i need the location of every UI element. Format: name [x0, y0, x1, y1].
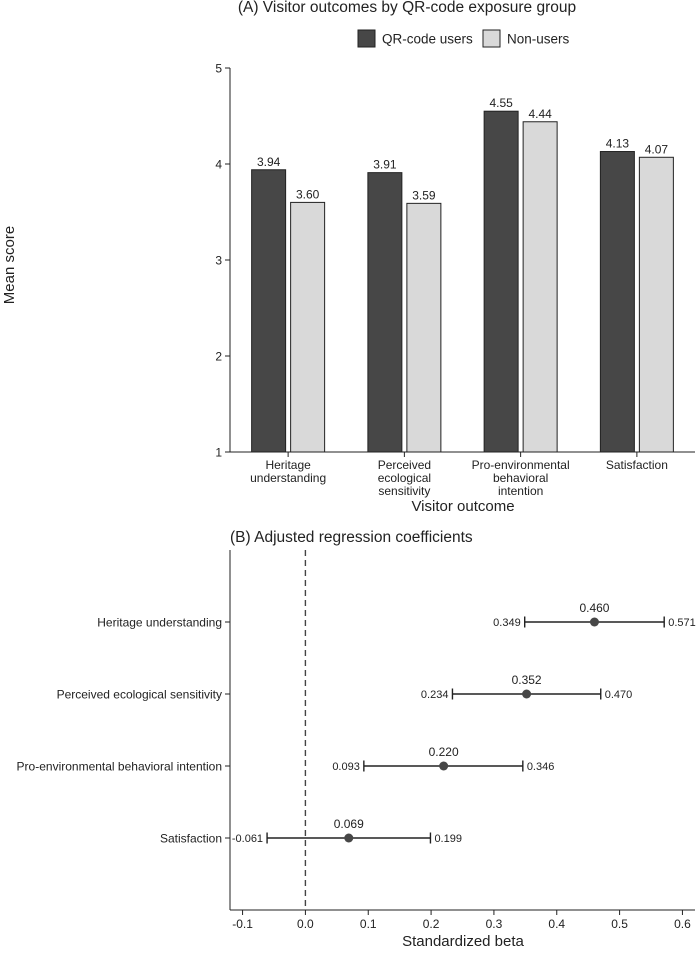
bar-value-label: 3.60 [296, 187, 320, 201]
category-label: Pro-environmental behavioral intention [472, 458, 570, 498]
bar-value-label: 4.07 [645, 142, 669, 156]
bar-qr-users [599, 151, 635, 453]
estimate-point [589, 617, 599, 627]
ci-high-label: 0.346 [527, 761, 555, 773]
panel-a-title: (A) Visitor outcomes by QR-code exposure… [238, 0, 576, 16]
panel-b: (B) Adjusted regression coefficients -0.… [17, 529, 696, 950]
coefficient-category-label: Perceived ecological sensitivity [57, 688, 222, 702]
panel-b-x-tick-label: 0.3 [486, 917, 503, 931]
panel-a: (A) Visitor outcomes by QR-code exposure… [215, 0, 695, 515]
estimate-label: 0.460 [579, 601, 609, 615]
estimate-label: 0.352 [512, 673, 542, 687]
legend-swatch-non-users [482, 29, 501, 48]
legend-swatch-qr-users [357, 29, 376, 48]
coefficient-category-label: Pro-environmental behavioral intention [17, 760, 222, 774]
bar-qr-users [251, 169, 287, 453]
panel-b-x-tick-label: 0.5 [611, 917, 628, 931]
panel-b-x-tick-label: 0.0 [297, 917, 314, 931]
bar-qr-users [483, 110, 519, 453]
panel-b-x-tick-label: -0.1 [232, 917, 253, 931]
ci-high-label: 0.571 [668, 617, 696, 629]
bar-value-label: 4.44 [528, 107, 552, 121]
panel-b-title: (B) Adjusted regression coefficients [230, 529, 473, 546]
bar-non-users [406, 202, 442, 453]
estimate-label: 0.069 [334, 817, 364, 831]
bar-value-label: 4.13 [606, 137, 630, 151]
ci-low-label: 0.349 [493, 617, 521, 629]
panel-b-x-tick-label: 0.2 [423, 917, 440, 931]
ci-high-label: 0.199 [434, 833, 462, 845]
panel-a-y-tick-label: 2 [215, 350, 222, 364]
panel-a-legend: QR-code users Non-users [357, 29, 570, 48]
bar-value-label: 3.94 [257, 155, 281, 169]
ci-low-label: 0.234 [421, 689, 449, 701]
panel-a-y-tick-label: 3 [215, 254, 222, 268]
panel-a-y-tick-label: 5 [215, 62, 222, 76]
bar-non-users [522, 121, 558, 453]
estimate-point [344, 833, 354, 843]
estimate-point [439, 761, 449, 771]
category-label: Heritage understanding [250, 458, 326, 485]
panel-a-y-ticks: 1 2 3 4 5 [215, 62, 230, 460]
estimate-point [522, 689, 532, 699]
bar-qr-users [367, 172, 403, 453]
bar-non-users [290, 201, 326, 453]
legend-label-non-users: Non-users [507, 32, 570, 47]
panel-a-x-axis-label: Visitor outcome [411, 498, 514, 515]
bar-value-label: 3.91 [373, 158, 397, 172]
panel-b-categories: Heritage understanding Perceived ecologic… [17, 616, 230, 846]
bar-value-label: 4.55 [489, 96, 513, 110]
ci-low-label: -0.061 [232, 833, 263, 845]
coefficient-category-label: Satisfaction [160, 832, 222, 846]
shared-y-axis-label: Mean score [1, 226, 18, 304]
estimate-label: 0.220 [429, 745, 459, 759]
panel-a-y-tick-label: 1 [215, 446, 222, 460]
panel-a-y-tick-label: 4 [215, 158, 222, 172]
panel-b-x-axis-label: Standardized beta [402, 933, 524, 950]
ci-high-label: 0.470 [605, 689, 633, 701]
panel-a-bars: 3.94 3.60 3.91 3.59 4.55 4.44 4.13 4.07 [251, 96, 674, 453]
panel-b-x-tick-label: 0.4 [548, 917, 565, 931]
panel-b-x-tick-label: 0.1 [360, 917, 377, 931]
bar-value-label: 3.59 [412, 188, 436, 202]
coefficient-category-label: Heritage understanding [97, 616, 222, 630]
category-label: Satisfaction [606, 458, 668, 472]
bar-non-users [638, 156, 674, 453]
legend-label-qr-users: QR-code users [382, 32, 473, 47]
ci-low-label: 0.093 [332, 761, 360, 773]
panel-b-x-ticks: -0.1 0.0 0.1 0.2 0.3 0.4 0.5 0.6 [232, 910, 691, 931]
panel-b-marks: 0.460 0.349 0.571 0.352 0.234 0.470 0.220 0.093… [232, 601, 696, 845]
category-label: Perceived ecological sensitivity [378, 458, 431, 498]
panel-a-x-ticks: Heritage understanding Perceived ecological… [250, 452, 668, 498]
panel-b-x-tick-label: 0.6 [674, 917, 691, 931]
